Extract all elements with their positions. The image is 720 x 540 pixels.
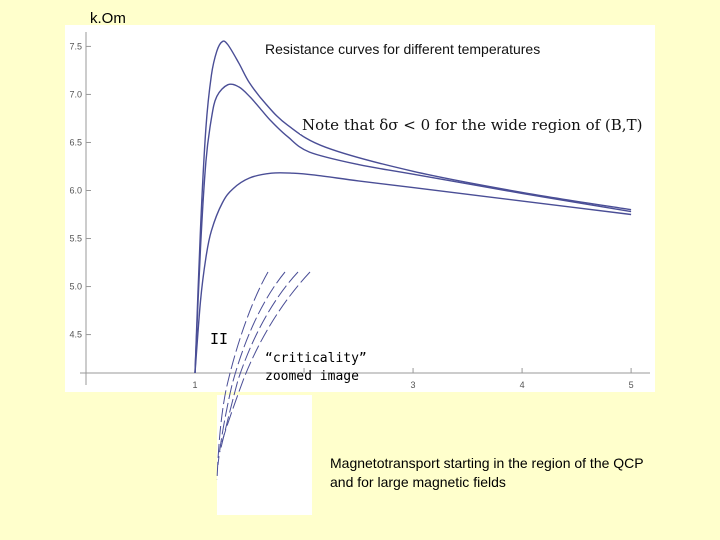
footnote-line-2: and for large magnetic fields <box>330 474 506 490</box>
inset-background <box>217 395 312 515</box>
series-line-3 <box>194 172 632 374</box>
note-annotation: Note that δσ < 0 for the wide region of … <box>300 116 645 134</box>
footnote-line-1: Magnetotransport starting in the region … <box>330 455 644 471</box>
y-tick-label: 5.5 <box>69 234 82 244</box>
y-unit-label: k.Om <box>90 10 126 27</box>
x-tick-label: 5 <box>629 380 634 390</box>
y-tick-label: 6.0 <box>69 185 82 195</box>
chart-title: Resistance curves for different temperat… <box>265 41 541 57</box>
inset-curve-3 <box>219 271 299 453</box>
series-line-2 <box>194 83 632 374</box>
inset-caption-line-2: zoomed image <box>265 369 359 384</box>
x-tick-label: 3 <box>411 380 416 390</box>
y-ticks: 4.5 5.0 5.5 6.0 6.5 7.0 7.5 <box>69 41 91 340</box>
zoomed-inset <box>216 271 311 481</box>
x-tick-label: 1 <box>193 380 198 390</box>
y-tick-label: 7.5 <box>69 41 82 51</box>
inset-curve-2 <box>217 271 286 466</box>
series-line-1 <box>194 40 632 374</box>
inset-caption: “criticality” zoomed image <box>265 350 367 386</box>
x-tick-label: 4 <box>520 380 525 390</box>
y-tick-label: 7.0 <box>69 89 82 99</box>
y-tick-label: 6.5 <box>69 137 82 147</box>
y-tick-label: 5.0 <box>69 282 82 292</box>
y-tick-label: 4.5 <box>69 330 82 340</box>
footnote: Magnetotransport starting in the region … <box>330 454 644 492</box>
inset-curve-4 <box>221 271 311 443</box>
series-layer <box>194 40 632 374</box>
region-marker: II <box>210 330 229 348</box>
plot-background <box>65 25 655 392</box>
inset-caption-line-1: “criticality” <box>265 351 367 366</box>
inset-curve-1 <box>216 271 269 481</box>
